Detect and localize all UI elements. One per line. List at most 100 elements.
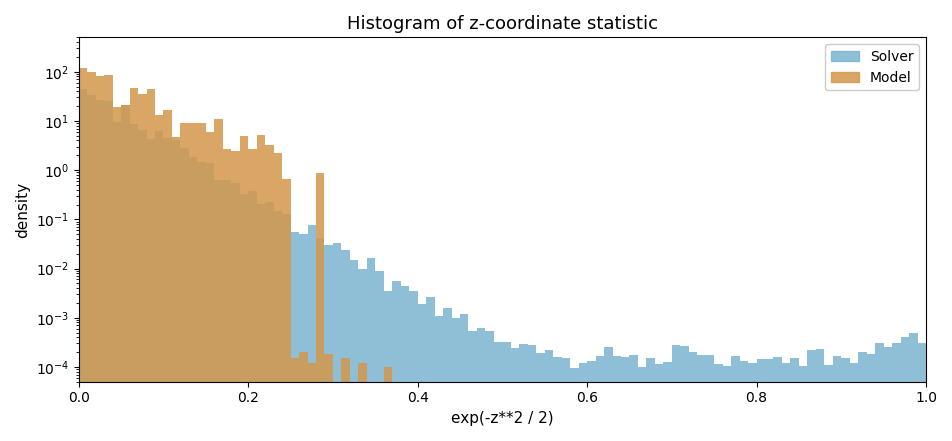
Bar bbox=[443, 308, 451, 441]
Bar bbox=[596, 356, 605, 441]
Bar bbox=[824, 365, 833, 441]
Bar bbox=[290, 232, 299, 441]
Bar bbox=[257, 204, 266, 441]
Bar bbox=[697, 355, 705, 441]
Bar bbox=[392, 281, 401, 441]
Bar bbox=[316, 238, 325, 441]
Bar bbox=[147, 138, 155, 441]
Bar bbox=[807, 351, 816, 441]
Bar bbox=[527, 345, 536, 441]
Bar bbox=[282, 214, 290, 441]
Bar bbox=[121, 105, 129, 441]
Bar bbox=[266, 145, 273, 441]
Bar bbox=[257, 135, 266, 441]
Bar bbox=[325, 355, 333, 441]
Bar bbox=[307, 225, 316, 441]
Bar bbox=[773, 357, 782, 441]
Bar bbox=[248, 191, 257, 441]
Bar bbox=[172, 140, 181, 441]
Bar bbox=[172, 137, 181, 441]
Bar bbox=[883, 348, 892, 441]
Bar bbox=[299, 234, 307, 441]
Bar bbox=[79, 89, 88, 441]
Legend: Solver, Model: Solver, Model bbox=[825, 44, 919, 90]
Bar bbox=[342, 358, 350, 441]
Bar bbox=[731, 356, 740, 441]
Bar bbox=[273, 153, 282, 441]
Bar bbox=[705, 355, 714, 441]
Bar bbox=[129, 124, 138, 441]
Bar bbox=[833, 355, 842, 441]
Bar bbox=[477, 328, 486, 441]
Bar bbox=[401, 286, 409, 441]
Bar bbox=[866, 355, 875, 441]
Bar bbox=[138, 131, 147, 441]
Bar bbox=[664, 362, 672, 441]
Bar bbox=[299, 352, 307, 441]
Bar bbox=[358, 363, 367, 441]
Bar bbox=[646, 358, 655, 441]
Bar bbox=[460, 314, 468, 441]
Bar bbox=[384, 291, 392, 441]
Bar bbox=[342, 250, 350, 441]
Bar bbox=[520, 344, 527, 441]
Bar bbox=[333, 243, 342, 441]
Bar bbox=[494, 341, 503, 441]
Bar bbox=[850, 363, 858, 441]
Bar bbox=[545, 350, 553, 441]
Bar bbox=[672, 345, 681, 441]
Bar bbox=[486, 331, 494, 441]
Bar bbox=[231, 151, 240, 441]
Bar bbox=[197, 162, 206, 441]
Bar bbox=[587, 361, 596, 441]
Bar bbox=[307, 363, 316, 441]
Bar bbox=[723, 366, 731, 441]
Bar bbox=[181, 123, 188, 441]
Bar bbox=[266, 202, 273, 441]
Bar bbox=[909, 333, 918, 441]
Y-axis label: density: density bbox=[15, 181, 30, 238]
Bar bbox=[765, 359, 773, 441]
Bar bbox=[892, 344, 901, 441]
Bar bbox=[451, 318, 460, 441]
Bar bbox=[468, 331, 477, 441]
Bar bbox=[240, 136, 248, 441]
Bar bbox=[816, 348, 824, 441]
Bar bbox=[875, 344, 883, 441]
Bar bbox=[214, 180, 223, 441]
Bar bbox=[426, 297, 435, 441]
Bar bbox=[748, 363, 757, 441]
Bar bbox=[223, 180, 231, 441]
Bar bbox=[409, 291, 418, 441]
Bar bbox=[740, 361, 748, 441]
Bar bbox=[240, 194, 248, 441]
Bar bbox=[147, 89, 155, 441]
Bar bbox=[918, 344, 926, 441]
Bar bbox=[858, 352, 866, 441]
Bar bbox=[629, 355, 638, 441]
Bar bbox=[757, 359, 765, 441]
Bar bbox=[316, 173, 325, 441]
Bar bbox=[503, 342, 511, 441]
Bar bbox=[536, 353, 545, 441]
Bar bbox=[562, 358, 570, 441]
Bar bbox=[605, 348, 612, 441]
Bar bbox=[384, 367, 392, 441]
Bar bbox=[112, 122, 121, 441]
Bar bbox=[188, 157, 197, 441]
Bar bbox=[511, 348, 520, 441]
Bar bbox=[325, 244, 333, 441]
Bar bbox=[367, 258, 375, 441]
Bar bbox=[206, 132, 214, 441]
Bar bbox=[790, 358, 799, 441]
Bar bbox=[164, 109, 172, 441]
Bar bbox=[129, 88, 138, 441]
Bar bbox=[164, 138, 172, 441]
Bar bbox=[248, 149, 257, 441]
Bar bbox=[782, 363, 790, 441]
Bar bbox=[799, 366, 807, 441]
Bar bbox=[714, 364, 723, 441]
Bar bbox=[570, 368, 579, 441]
Bar bbox=[96, 76, 104, 441]
Bar bbox=[231, 183, 240, 441]
